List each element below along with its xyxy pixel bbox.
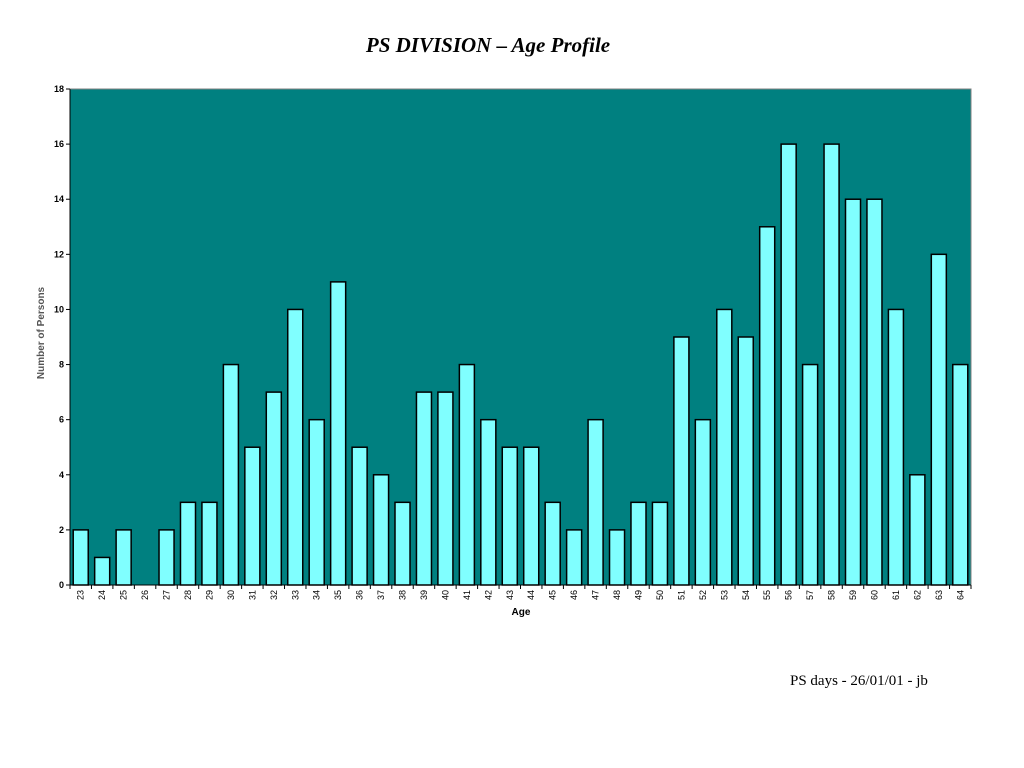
bar: [737, 336, 755, 586]
y-tick-label: 16: [54, 139, 64, 149]
x-tick-label: 45: [548, 590, 558, 600]
bar: [565, 529, 583, 586]
x-tick-label: 43: [505, 590, 515, 600]
y-tick-label: 8: [59, 360, 64, 370]
x-tick-label: 26: [140, 590, 150, 600]
bar: [201, 501, 218, 586]
bar: [716, 308, 733, 586]
x-tick-label: 61: [891, 590, 901, 600]
bar: [930, 253, 948, 586]
y-tick-label: 2: [59, 525, 64, 535]
y-axis-label: Number of Persons: [36, 286, 47, 379]
x-tick-label: 39: [419, 590, 429, 600]
x-tick-label: 41: [462, 590, 472, 600]
bar: [179, 501, 197, 586]
x-tick-label: 24: [97, 590, 107, 600]
x-tick-label: 33: [290, 590, 300, 600]
bar: [544, 501, 561, 586]
bar: [587, 418, 604, 586]
bar: [265, 391, 283, 586]
bar: [286, 308, 304, 586]
y-tick-label: 18: [54, 84, 64, 94]
x-tick-label: 31: [247, 590, 257, 600]
x-tick-label: 28: [183, 590, 193, 600]
plot-area: [69, 88, 972, 586]
x-tick-label: 47: [591, 590, 601, 600]
bar: [780, 143, 797, 586]
bar: [651, 501, 669, 586]
bar: [673, 336, 690, 586]
x-tick-label: 63: [934, 590, 944, 600]
x-tick-label: 40: [440, 590, 450, 600]
x-tick-label: 42: [483, 590, 493, 600]
bar: [758, 226, 776, 586]
y-tick-label: 14: [54, 194, 64, 204]
bar: [952, 363, 969, 586]
x-tick-label: 23: [76, 590, 86, 600]
y-tick-label: 12: [54, 249, 64, 259]
bar: [72, 529, 89, 586]
x-tick-label: 54: [741, 590, 751, 600]
bar: [501, 446, 519, 586]
x-tick-label: 44: [526, 590, 536, 600]
x-tick-label: 35: [333, 590, 343, 600]
x-tick-label: 55: [762, 590, 772, 600]
x-tick-label: 52: [698, 590, 708, 600]
x-tick-label: 59: [848, 590, 858, 600]
bar: [115, 529, 132, 586]
y-tick-label: 6: [59, 415, 64, 425]
y-tick-label: 10: [54, 304, 64, 314]
x-tick-label: 48: [612, 590, 622, 600]
x-tick-label: 64: [955, 590, 965, 600]
bar: [522, 446, 540, 586]
x-tick-label: 60: [869, 590, 879, 600]
footer-note: PS days - 26/01/01 - jb: [790, 673, 928, 689]
x-tick-label: 56: [784, 590, 794, 600]
bar: [823, 143, 840, 586]
bar: [458, 363, 476, 586]
x-tick-label: 46: [569, 590, 579, 600]
bar: [630, 501, 647, 586]
bar: [866, 198, 883, 586]
bar: [158, 529, 175, 586]
x-tick-label: 49: [633, 590, 643, 600]
bar: [694, 418, 712, 586]
y-tick-label: 4: [59, 470, 64, 480]
x-tick-label: 62: [912, 590, 922, 600]
y-tick-label: 0: [59, 580, 64, 590]
page-title: PS DIVISION – Age Profile: [365, 33, 611, 57]
x-tick-label: 58: [827, 590, 837, 600]
x-tick-label: 37: [376, 590, 386, 600]
bar: [801, 363, 819, 586]
bar: [608, 529, 626, 586]
bar: [437, 391, 454, 586]
x-tick-label: 27: [162, 590, 172, 600]
bar: [415, 391, 433, 586]
bar: [372, 474, 390, 586]
bar: [244, 446, 261, 586]
x-tick-label: 53: [719, 590, 729, 600]
bar: [394, 501, 411, 586]
x-tick-label: 29: [204, 590, 214, 600]
bar: [93, 556, 111, 586]
bar: [887, 308, 905, 586]
x-tick-label: 57: [805, 590, 815, 600]
x-tick-label: 34: [312, 590, 322, 600]
x-tick-label: 25: [119, 590, 129, 600]
bar: [844, 198, 862, 586]
bar: [308, 418, 325, 586]
x-tick-label: 30: [226, 590, 236, 600]
bar: [222, 363, 240, 586]
x-tick-label: 38: [398, 590, 408, 600]
bar: [480, 418, 497, 586]
bar: [329, 281, 347, 586]
x-axis-label: Age: [512, 607, 531, 618]
bar: [909, 474, 926, 586]
bar: [351, 446, 368, 586]
x-tick-label: 50: [655, 590, 665, 600]
x-tick-label: 32: [269, 590, 279, 600]
x-tick-label: 51: [676, 590, 686, 600]
x-tick-label: 36: [355, 590, 365, 600]
